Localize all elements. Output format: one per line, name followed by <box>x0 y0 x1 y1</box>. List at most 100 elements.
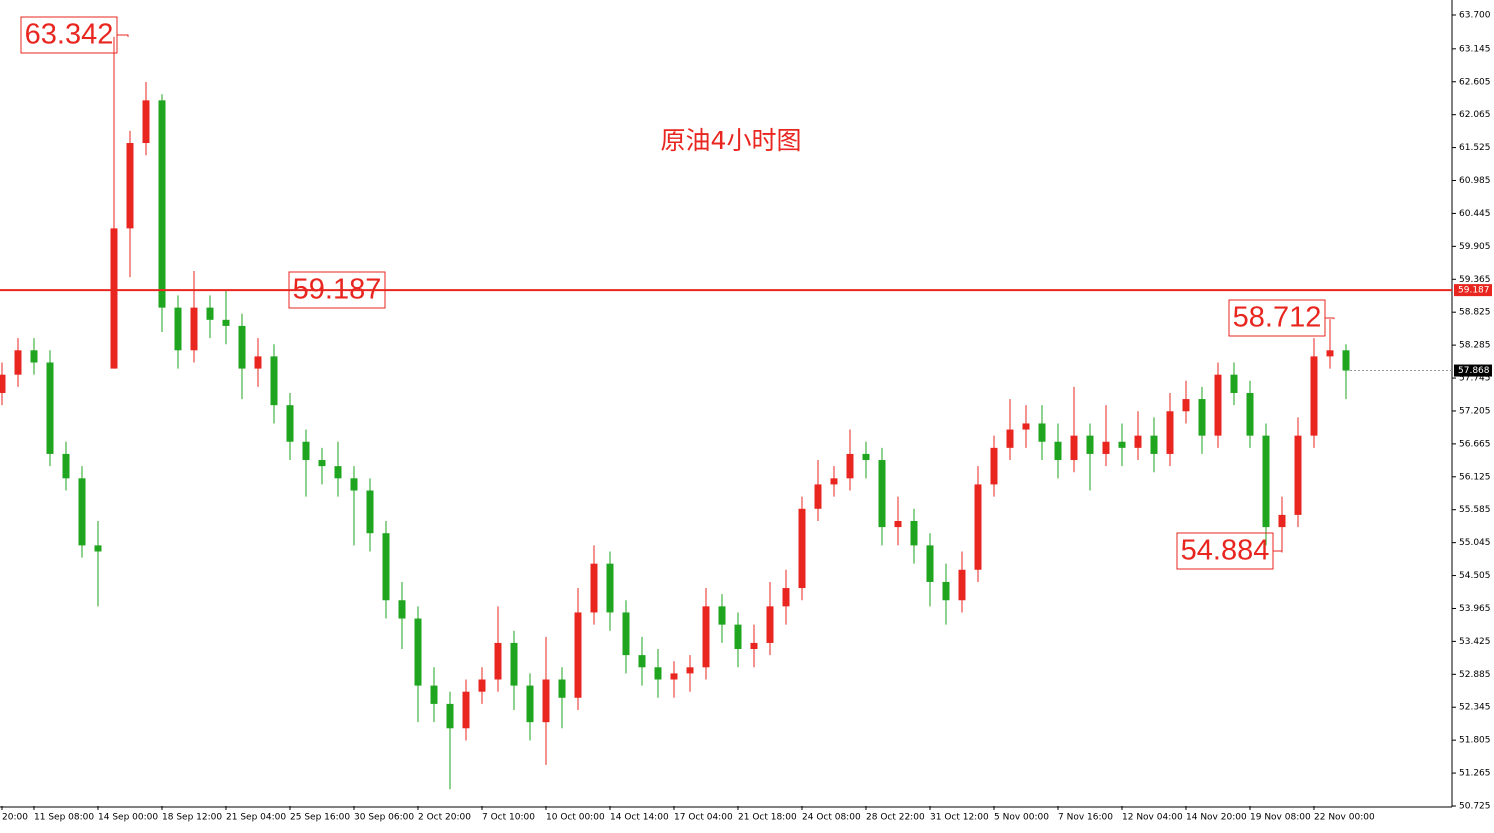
candle-body <box>718 606 726 625</box>
y-tick-label: 50.725 <box>1459 802 1491 812</box>
candle-body <box>846 453 854 479</box>
candle-body <box>478 679 486 692</box>
candle-body <box>382 533 390 601</box>
x-tick-label: 7 Oct 10:00 <box>482 813 535 823</box>
candle-body <box>1102 441 1110 454</box>
candle-body <box>318 460 326 467</box>
x-tick-label: 20:00 <box>2 813 28 823</box>
candle-body <box>1246 392 1254 436</box>
candle-body <box>462 691 470 729</box>
y-tick-label: 55.585 <box>1459 505 1491 515</box>
y-tick-label: 63.145 <box>1459 44 1491 54</box>
candle-body <box>798 508 806 589</box>
y-tick-label: 53.965 <box>1459 604 1491 614</box>
x-tick-label: 14 Sep 00:00 <box>98 813 158 823</box>
candle-body <box>1150 435 1158 454</box>
y-tick-label: 58.285 <box>1459 341 1491 351</box>
candle-body <box>270 356 278 406</box>
x-tick-label: 12 Nov 04:00 <box>1122 813 1183 823</box>
candle-body <box>158 100 166 308</box>
candle-body <box>638 655 646 668</box>
price-label: 54.884 <box>1181 535 1270 567</box>
price-label: 63.342 <box>25 19 114 51</box>
y-tick-label: 62.605 <box>1459 77 1491 87</box>
candle-body <box>1262 435 1270 528</box>
candle-body <box>606 563 614 613</box>
candle-body <box>1310 356 1318 436</box>
candle-body <box>238 325 246 369</box>
candle-body <box>254 356 262 369</box>
candle-body <box>1006 429 1014 448</box>
candle-body <box>494 642 502 680</box>
x-tick-label: 5 Nov 00:00 <box>994 813 1049 823</box>
candle-body <box>1086 435 1094 454</box>
candle-body <box>670 673 678 680</box>
y-tick-label: 63.700 <box>1459 11 1491 21</box>
y-tick-label: 56.665 <box>1459 439 1491 449</box>
level-tag <box>1454 284 1492 297</box>
y-tick-label: 55.045 <box>1459 538 1491 548</box>
candle-body <box>1054 441 1062 461</box>
candle-body <box>558 679 566 698</box>
candle-body <box>894 520 902 528</box>
candle-body <box>1326 350 1334 357</box>
candle-body <box>702 606 710 668</box>
x-tick-label: 7 Nov 16:00 <box>1058 813 1113 823</box>
y-tick-label: 57.205 <box>1459 406 1491 416</box>
x-tick-label: 11 Sep 08:00 <box>34 813 94 823</box>
price-label: 59.187 <box>293 274 382 306</box>
y-tick-label: 58.825 <box>1459 308 1491 318</box>
candle-body <box>654 667 662 680</box>
candle-body <box>1294 435 1302 515</box>
candle-body <box>1230 374 1238 393</box>
candle-body <box>30 350 38 363</box>
candle-body <box>1166 411 1174 454</box>
candle-body <box>222 319 230 326</box>
candle-body <box>926 545 934 582</box>
candle-body <box>1134 435 1142 448</box>
candle-body <box>910 520 918 546</box>
candle-body <box>942 581 950 601</box>
candle-body <box>734 624 742 650</box>
candle-body <box>510 642 518 686</box>
candle-body <box>1214 374 1222 436</box>
candle-body <box>286 405 294 442</box>
y-tick-label: 52.345 <box>1459 703 1491 713</box>
candle-body <box>766 606 774 643</box>
candle-body <box>206 307 214 320</box>
candle-body <box>190 307 198 351</box>
candle-body <box>366 490 374 534</box>
candle-body <box>142 100 150 144</box>
candle-body <box>1022 423 1030 430</box>
y-tick-label: 62.065 <box>1459 110 1491 120</box>
candle-body <box>0 374 6 393</box>
y-tick-label: 60.445 <box>1459 209 1491 219</box>
x-tick-label: 18 Sep 12:00 <box>162 813 222 823</box>
x-tick-label: 30 Sep 06:00 <box>354 813 414 823</box>
candle-body <box>46 362 54 454</box>
candle-body <box>750 642 758 650</box>
x-tick-label: 17 Oct 04:00 <box>674 813 733 823</box>
y-tick-label: 53.425 <box>1459 637 1491 647</box>
candle-body <box>334 466 342 479</box>
candle-body <box>1070 435 1078 461</box>
candle-body <box>542 679 550 723</box>
candle-body <box>686 667 694 674</box>
candle-body <box>590 563 598 613</box>
y-tick-label: 52.885 <box>1459 670 1491 680</box>
candle-body <box>622 612 630 656</box>
candle-body <box>126 143 134 229</box>
x-tick-label: 19 Nov 08:00 <box>1250 813 1311 823</box>
candle-body <box>1342 350 1350 371</box>
x-tick-label: 21 Oct 18:00 <box>738 813 797 823</box>
x-tick-label: 28 Oct 22:00 <box>866 813 925 823</box>
price-label: 58.712 <box>1233 302 1322 334</box>
candle-body <box>398 600 406 619</box>
chart-title: 原油4小时图 <box>661 126 802 155</box>
candle-body <box>526 685 534 723</box>
candle-body <box>302 441 310 461</box>
y-tick-label: 51.805 <box>1459 736 1491 746</box>
candle-body <box>1182 399 1190 412</box>
candle-body <box>1198 399 1206 436</box>
candle-body <box>574 612 582 698</box>
